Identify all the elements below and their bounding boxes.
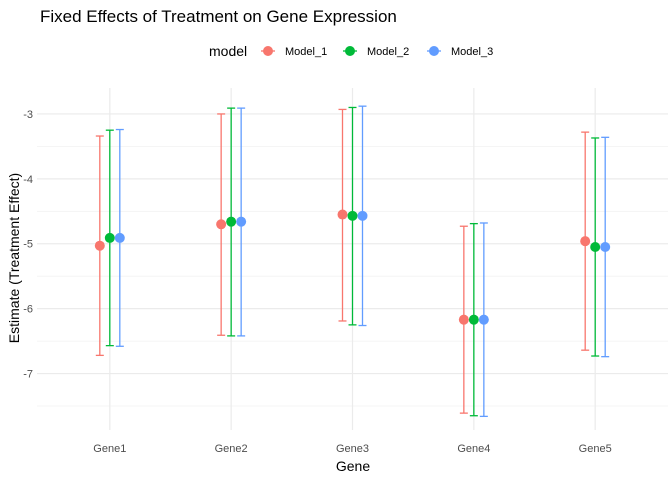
data-point xyxy=(357,210,368,221)
data-point xyxy=(347,210,358,221)
data-point xyxy=(216,219,227,230)
data-point xyxy=(94,240,105,251)
chart-marks xyxy=(94,105,611,418)
y-axis-ticks: -7 -6 -5 -4 -3 xyxy=(23,109,33,381)
legend-key-point xyxy=(263,46,273,56)
data-point xyxy=(104,232,115,243)
series-Model_3 xyxy=(115,105,610,418)
y-tick-label: -6 xyxy=(23,304,33,316)
y-tick-label: -4 xyxy=(23,174,33,186)
chart-title: Fixed Effects of Treatment on Gene Expre… xyxy=(40,7,397,26)
legend-title: model xyxy=(209,43,247,59)
y-axis-title: Estimate (Treatment Effect) xyxy=(6,173,22,343)
x-tick-label: Gene5 xyxy=(579,443,612,455)
data-point xyxy=(580,236,591,247)
data-point xyxy=(458,314,469,325)
x-axis-ticks: Gene1 Gene2 Gene3 Gene4 Gene5 xyxy=(93,443,611,455)
y-tick-label: -3 xyxy=(23,109,33,121)
points-Model_3 xyxy=(114,210,611,325)
points-Model_2 xyxy=(104,210,601,325)
legend-label: Model_2 xyxy=(367,46,409,58)
y-tick-label: -5 xyxy=(23,239,33,251)
legend-label: Model_3 xyxy=(451,46,493,58)
series-Model_1 xyxy=(95,108,590,414)
legend: model Model_1 Model_2 Model_3 xyxy=(209,43,493,59)
legend-label: Model_1 xyxy=(285,46,327,58)
data-point xyxy=(478,314,489,325)
data-point xyxy=(600,241,611,252)
data-point xyxy=(226,216,237,227)
points-Model_1 xyxy=(94,209,591,325)
x-axis-title: Gene xyxy=(336,458,370,474)
x-tick-label: Gene2 xyxy=(215,443,248,455)
data-point xyxy=(468,314,479,325)
x-tick-label: Gene3 xyxy=(336,443,369,455)
x-tick-label: Gene4 xyxy=(457,443,490,455)
data-point xyxy=(337,209,348,220)
y-tick-label: -7 xyxy=(23,369,33,381)
data-point xyxy=(236,216,247,227)
data-point xyxy=(590,241,601,252)
legend-key-point xyxy=(345,46,355,56)
x-tick-label: Gene1 xyxy=(93,443,126,455)
data-point xyxy=(114,232,125,243)
legend-key-point xyxy=(429,46,439,56)
